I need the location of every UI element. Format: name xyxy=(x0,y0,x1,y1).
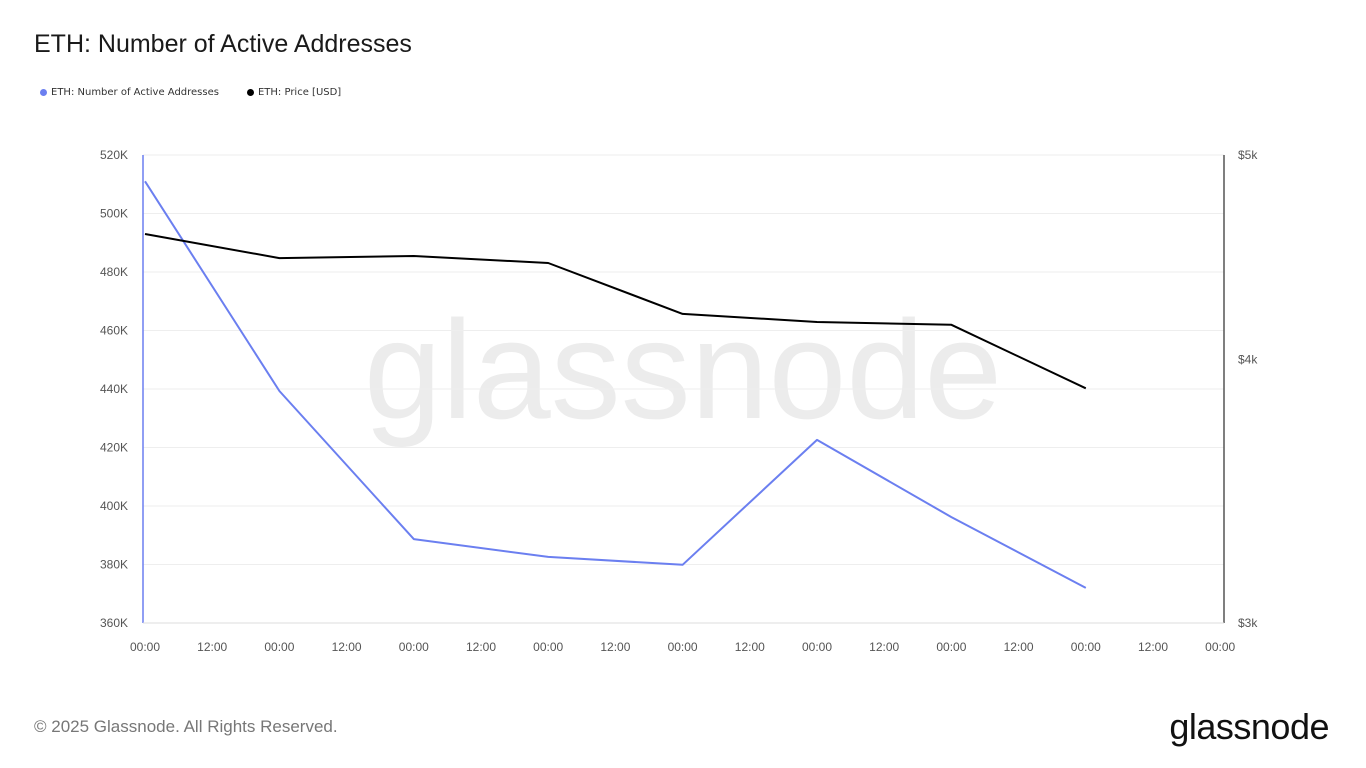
brand-logo: glassnode xyxy=(1169,706,1329,747)
x-tick-label: 12:00 xyxy=(869,640,899,654)
x-tick-label: 00:00 xyxy=(533,640,563,654)
legend-label: ETH: Price [USD] xyxy=(257,87,342,98)
x-tick-label: 12:00 xyxy=(1004,640,1034,654)
y-left-tick-label: 480K xyxy=(100,265,128,279)
x-tick-label: 00:00 xyxy=(399,640,429,654)
x-tick-label: 12:00 xyxy=(332,640,362,654)
x-tick-label: 00:00 xyxy=(1205,640,1235,654)
watermark-logo: glassnode xyxy=(364,291,1002,448)
x-tick-label: 00:00 xyxy=(668,640,698,654)
x-tick-label: 12:00 xyxy=(466,640,496,654)
y-left-tick-label: 440K xyxy=(100,382,128,396)
x-tick-label: 12:00 xyxy=(735,640,765,654)
x-tick-label: 00:00 xyxy=(130,640,160,654)
x-tick-label: 12:00 xyxy=(600,640,630,654)
y-right-tick-label: $3k xyxy=(1238,616,1258,630)
chart-title: ETH: Number of Active Addresses xyxy=(34,30,412,58)
legend: ETH: Number of Active Addresses ETH: Pri… xyxy=(40,87,341,98)
legend-dot-icon xyxy=(246,89,254,96)
price-line xyxy=(144,233,1087,390)
x-tick-label: 00:00 xyxy=(802,640,832,654)
y-left-tick-label: 460K xyxy=(100,324,128,338)
y-left-tick-label: 420K xyxy=(100,441,128,455)
y-left-tick-label: 400K xyxy=(100,499,128,513)
y-left-tick-label: 380K xyxy=(100,558,128,572)
x-tick-label: 12:00 xyxy=(1138,640,1168,654)
legend-item-price[interactable]: ETH: Price [USD] xyxy=(246,87,342,98)
x-tick-label: 00:00 xyxy=(264,640,294,654)
copyright-text: © 2025 Glassnode. All Rights Reserved. xyxy=(34,717,338,736)
legend-dot-icon xyxy=(40,89,47,96)
x-tick-label: 00:00 xyxy=(1071,640,1101,654)
legend-item-active-addresses[interactable]: ETH: Number of Active Addresses xyxy=(40,87,219,98)
y-left-tick-label: 500K xyxy=(100,207,128,221)
x-tick-label: 12:00 xyxy=(197,640,227,654)
y-right-tick-label: $5k xyxy=(1238,148,1258,162)
legend-label: ETH: Number of Active Addresses xyxy=(51,87,219,98)
y-right-tick-label: $4k xyxy=(1238,352,1258,366)
y-left-tick-label: 360K xyxy=(100,616,128,630)
active-addresses-line xyxy=(144,180,1087,589)
x-tick-label: 00:00 xyxy=(936,640,966,654)
y-left-tick-label: 520K xyxy=(100,148,128,162)
